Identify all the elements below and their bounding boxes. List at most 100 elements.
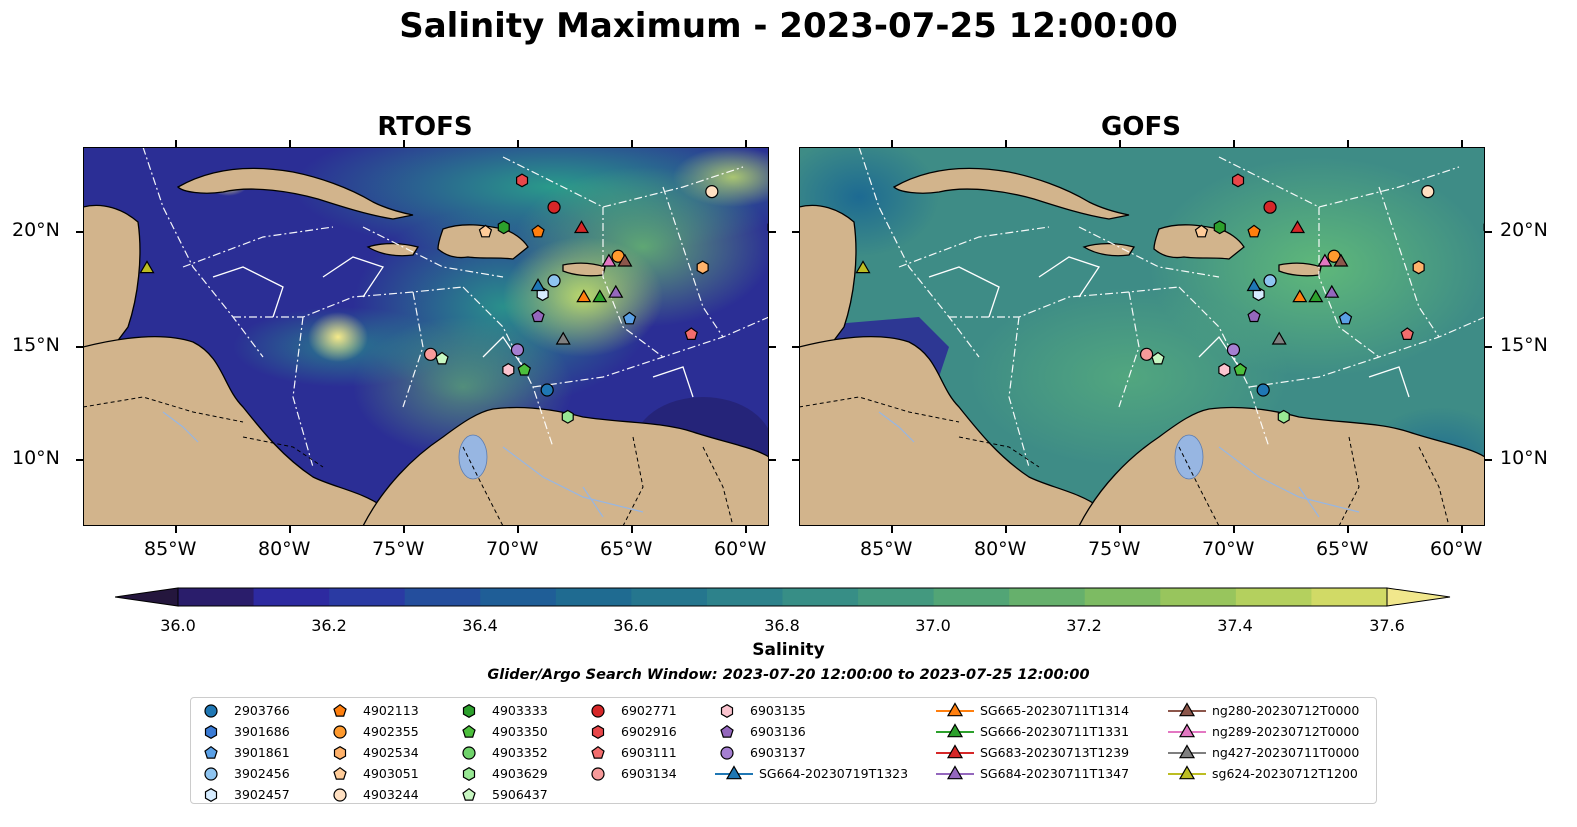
search-window-text: Glider/Argo Search Window: 2023-07-20 12…: [487, 667, 1090, 683]
legend-label: 3902456: [234, 766, 290, 781]
marker-ng280-20230712T0000: [617, 253, 633, 267]
lat-label-15n: 15°N: [12, 334, 60, 356]
marker-3901861: [1338, 311, 1353, 325]
pentagon-marker-icon: [462, 724, 476, 738]
legend-label: 6903137: [750, 745, 806, 760]
hexagon-marker-icon: [204, 788, 218, 802]
legend-label: SG664-20230719T1323: [759, 766, 909, 781]
marker-ng289-20230712T0000: [601, 253, 617, 267]
legend-label: 4903333: [492, 703, 548, 718]
lon-label-80w: 80°W: [258, 538, 311, 560]
marker-ng289-20230712T0000: [1317, 253, 1333, 267]
colorbar-tick-5: 37.0: [915, 616, 951, 635]
lat-label-15n-right: 15°N: [1500, 334, 1548, 356]
legend-label: 4903352: [492, 745, 548, 760]
map-panel-rtofs[interactable]: [83, 147, 769, 526]
marker-4902113: [531, 224, 545, 238]
marker-SG664-20230719T1323: [530, 277, 546, 292]
marker-SG666-20230711T1331: [592, 289, 608, 303]
lon-label-65w-gofs: 65°W: [1316, 538, 1369, 560]
legend-label: SG666-20230711T1331: [980, 724, 1130, 739]
colorbar-tick-4: 36.8: [764, 616, 800, 635]
marker-SG665-20230711T1314: [1292, 289, 1308, 303]
circle-marker-icon: [333, 725, 347, 739]
legend-label: 6903136: [750, 724, 806, 739]
marker-6903134: [1139, 347, 1154, 361]
marker-4902534: [696, 260, 709, 275]
colorbar: [115, 587, 1451, 607]
marker-6903134: [423, 347, 438, 361]
triangle-marker-icon: [1168, 723, 1206, 738]
marker-3902456: [547, 274, 561, 288]
marker-SG683-20230713T1239: [1289, 220, 1306, 234]
marker-4902534: [1412, 260, 1425, 275]
lon-label-75w-gofs: 75°W: [1088, 538, 1141, 560]
legend-label: 2903766: [234, 703, 290, 718]
legend: 2903766 3901686 3901861 3902456 3902457 49021…: [190, 697, 1377, 804]
marker-3901861: [622, 311, 637, 325]
legend-label: 4903350: [492, 724, 548, 739]
legend-label: 3901861: [234, 745, 290, 760]
pentagon-marker-icon: [720, 724, 734, 738]
lon-label-85w-gofs: 85°W: [860, 538, 913, 560]
lon-label-85w: 85°W: [144, 538, 197, 560]
marker-ng427-20230711T0000: [1271, 331, 1287, 345]
map-panel-gofs[interactable]: [799, 147, 1485, 526]
pentagon-marker-icon: [204, 745, 218, 759]
colorbar-tick-3: 36.6: [613, 616, 649, 635]
marker-2903766: [540, 383, 554, 397]
marker-6903111: [1400, 327, 1414, 340]
lon-label-65w: 65°W: [600, 538, 653, 560]
marker-2903766: [1256, 383, 1270, 397]
marker-sg624-20230712T1200: [139, 260, 155, 274]
triangle-marker-icon: [936, 744, 974, 759]
marker-4903350: [517, 362, 532, 376]
marker-6903137: [1226, 343, 1241, 357]
marker-6903136: [1247, 309, 1261, 323]
lon-label-70w: 70°W: [486, 538, 539, 560]
circle-marker-icon: [204, 767, 218, 781]
colorbar-tick-1: 36.2: [311, 616, 347, 635]
marker-6902771: [547, 200, 561, 214]
panel-title-gofs: GOFS: [1101, 112, 1181, 142]
marker-SG665-20230711T1314: [576, 289, 592, 303]
colorbar-tick-7: 37.4: [1217, 616, 1253, 635]
gofs-map-canvas: [799, 147, 1485, 526]
circle-marker-icon: [333, 788, 347, 802]
circle-marker-icon: [204, 704, 218, 718]
marker-4903629: [1277, 409, 1290, 424]
colorbar-tick-2: 36.4: [462, 616, 498, 635]
pentagon-marker-icon: [333, 703, 347, 717]
legend-label: 6903111: [621, 745, 677, 760]
pentagon-marker-icon: [333, 766, 347, 780]
colorbar-label: Salinity: [752, 640, 825, 660]
marker-4903051: [478, 224, 493, 238]
observation-markers: [139, 173, 769, 424]
marker-4903244: [705, 184, 719, 199]
legend-label: 6903135: [750, 703, 806, 718]
triangle-marker-icon: [715, 765, 753, 780]
hexagon-marker-icon: [591, 725, 605, 739]
marker-ng280-20230712T0000: [1333, 253, 1349, 267]
legend-label: SG665-20230711T1314: [980, 703, 1130, 718]
lon-label-60w: 60°W: [714, 538, 767, 560]
circle-marker-icon: [720, 746, 734, 760]
marker-6902771: [1263, 200, 1277, 214]
legend-label: ng289-20230712T0000: [1212, 724, 1360, 739]
marker-6903135: [502, 362, 515, 377]
legend-label: 4902355: [363, 724, 419, 739]
legend-label: 3901686: [234, 724, 290, 739]
legend-label: 6902916: [621, 724, 677, 739]
marker-4903350: [1233, 362, 1248, 376]
legend-label: ng427-20230711T0000: [1212, 745, 1360, 760]
marker-SG684-20230711T1347: [608, 284, 624, 298]
marker-4902113: [1247, 224, 1261, 238]
lat-label-10n-right: 10°N: [1500, 447, 1548, 469]
marker-6903111: [684, 327, 698, 340]
legend-label: 4902113: [363, 703, 419, 718]
hexagon-marker-icon: [204, 725, 218, 739]
legend-label: 4902534: [363, 745, 419, 760]
pentagon-marker-icon: [591, 745, 605, 759]
hexagon-marker-icon: [462, 767, 476, 781]
lat-label-20n-right: 20°N: [1500, 219, 1548, 241]
